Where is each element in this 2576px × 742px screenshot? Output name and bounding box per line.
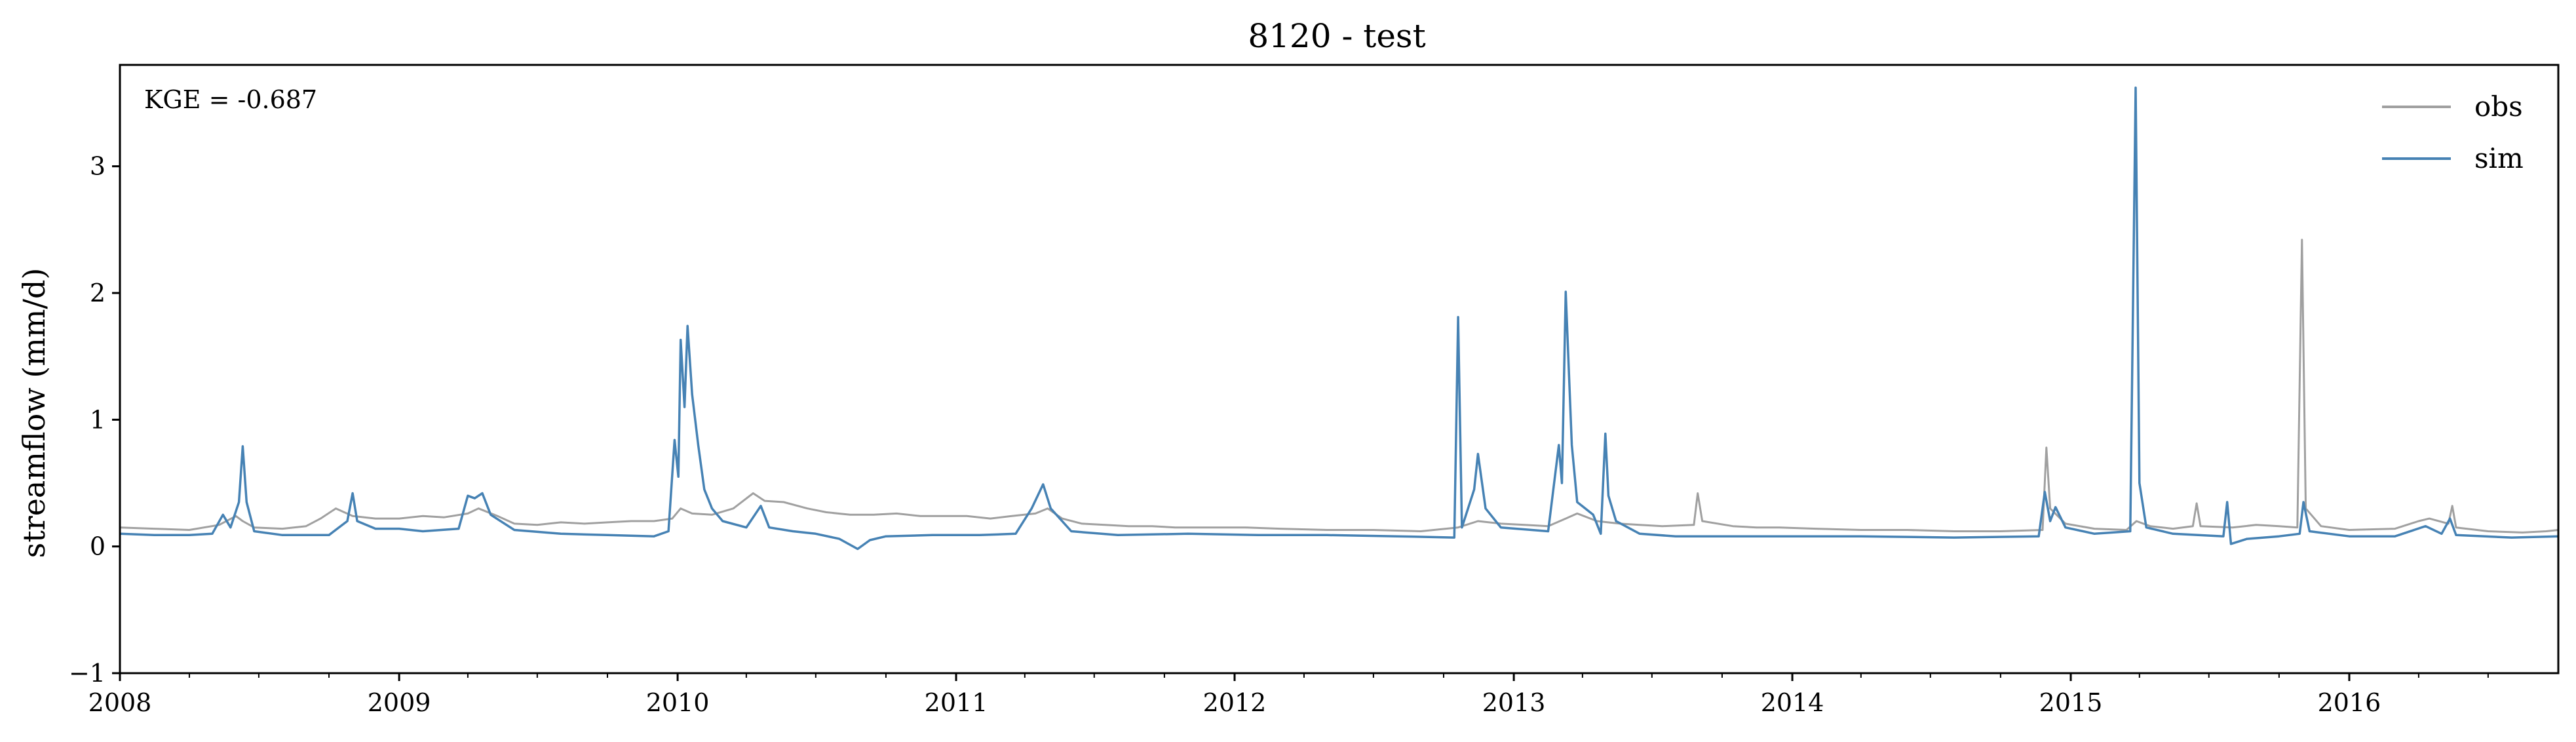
legend-label-obs: obs: [2474, 90, 2523, 123]
chart-title: 8120 - test: [1248, 17, 1425, 55]
y-tick-label: 3: [90, 152, 106, 181]
plot-frame: [119, 64, 2560, 674]
x-tick-label-2014: 2014: [1761, 688, 1824, 717]
series-line-sim: [119, 87, 2559, 551]
x-tick-label-2015: 2015: [2039, 688, 2103, 717]
x-tick-label-2010: 2010: [646, 688, 710, 717]
y-axis-title: streamflow (mm/d): [16, 268, 52, 558]
plot-area: [119, 87, 2559, 551]
x-tick-label-2008: 2008: [88, 688, 152, 717]
x-tick-label-2012: 2012: [1203, 688, 1267, 717]
x-tick-label-2009: 2009: [368, 688, 431, 717]
y-tick-label: 1: [90, 405, 106, 434]
y-tick-label: −1: [69, 659, 106, 688]
x-tick-label-2011: 2011: [925, 688, 988, 717]
kge-annotation: KGE = -0.687: [144, 85, 317, 114]
x-tick-label-2016: 2016: [2318, 688, 2381, 717]
x-tick-label-2013: 2013: [1482, 688, 1546, 717]
series-line-obs: [119, 239, 2559, 534]
y-tick-label: 0: [90, 532, 106, 561]
axes: 2008 2009 2010 2011 2012 2013 2014 2015 2016 −1 0 1…: [69, 152, 2489, 717]
legend: obs sim: [2382, 90, 2524, 174]
y-tick-label: 2: [90, 279, 106, 307]
legend-label-sim: sim: [2474, 142, 2524, 174]
